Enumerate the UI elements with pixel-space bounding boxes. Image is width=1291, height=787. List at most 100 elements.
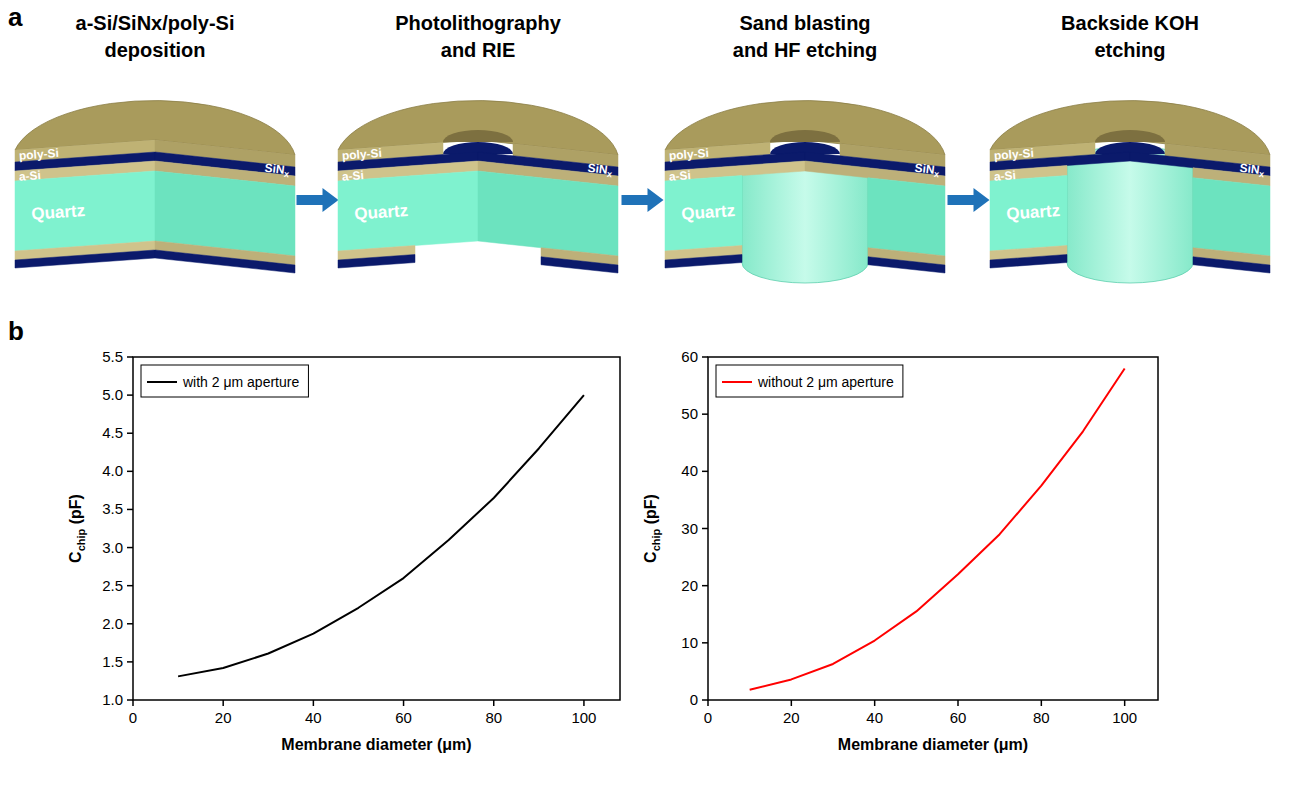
layer-label: x — [607, 169, 613, 179]
step-title: a-Si/SiNx/poly-Si — [76, 12, 235, 34]
y-tick — [127, 585, 133, 587]
y-axis-title: C — [642, 551, 659, 563]
process-step: Backside KOHetchingpoly-Sia-SiQuartzSiNx — [990, 12, 1270, 283]
y-tick — [702, 642, 708, 644]
layer-label: poly-Si — [341, 146, 382, 163]
layer-label: SiNx — [587, 161, 614, 180]
x-tick — [707, 700, 709, 706]
step-title: and RIE — [441, 39, 515, 61]
x-axis-title: Membrane diameter (μm) — [838, 736, 1028, 753]
layer-face — [665, 255, 742, 269]
y-tick-label: 50 — [681, 405, 698, 422]
x-tick-label: 40 — [866, 709, 883, 726]
layer-face — [15, 250, 155, 268]
y-tick — [127, 623, 133, 625]
chart: 0204060801001.01.52.02.53.03.54.04.55.05… — [67, 348, 620, 753]
x-tick-label: 60 — [950, 709, 967, 726]
layer-face — [338, 255, 415, 269]
x-tick-label: 20 — [783, 709, 800, 726]
legend-box — [141, 365, 308, 397]
x-tick-label: 80 — [1033, 709, 1050, 726]
legend-label: without 2 μm aperture — [757, 374, 894, 390]
y-axis-title: chip — [75, 528, 87, 551]
layer-label: poly-Si — [668, 146, 709, 163]
layer-face — [155, 250, 295, 273]
layer-label: x — [934, 169, 940, 179]
hole-wall — [770, 130, 840, 142]
x-tick — [132, 700, 134, 706]
figure: a b a-Si/SiNx/poly-Si deposition poly-Si a-Si… — [0, 0, 1291, 787]
y-tick — [127, 471, 133, 473]
x-tick — [403, 700, 405, 706]
plot-frame — [708, 357, 1158, 700]
etched-cavity — [1067, 146, 1193, 283]
layer-face — [1193, 257, 1270, 273]
y-tick — [127, 661, 133, 663]
layer-label: poly-Si — [18, 146, 59, 163]
x-tick — [222, 700, 224, 706]
x-tick — [874, 700, 876, 706]
layer-face — [338, 171, 478, 251]
layer-label: Quartz — [31, 201, 86, 224]
y-tick — [127, 432, 133, 434]
panel-letter: a — [8, 2, 23, 32]
layer-label: SiN — [914, 161, 935, 177]
legend-box — [716, 365, 903, 397]
layer-label: x — [1259, 169, 1265, 179]
layer-label: SiNx — [264, 161, 291, 180]
process-step: a-Si/SiNx/poly-Sidepositionpoly-Sia-SiQu… — [15, 12, 295, 273]
y-tick — [127, 394, 133, 396]
layer-label: SiNx — [914, 161, 941, 180]
layer-label: a-Si — [341, 168, 364, 184]
y-tick — [702, 413, 708, 415]
y-tick — [127, 356, 133, 358]
x-tick-label: 0 — [129, 709, 137, 726]
layer-face — [990, 176, 1067, 252]
x-tick-label: 20 — [215, 709, 232, 726]
step-title: deposition — [104, 39, 205, 61]
y-tick-label: 5.5 — [102, 348, 123, 365]
y-tick-label: 0 — [690, 691, 698, 708]
step-title: Sand blasting — [739, 12, 870, 34]
y-tick — [127, 509, 133, 511]
y-tick-label: 3.5 — [102, 500, 123, 517]
y-axis-title: (pF) — [67, 494, 84, 529]
legend: without 2 μm aperture — [716, 365, 903, 397]
y-tick-label: 4.5 — [102, 424, 123, 441]
layer-label: Quartz — [681, 201, 736, 224]
layer-face — [868, 178, 945, 256]
panel-letter: b — [8, 316, 24, 346]
series-line — [750, 368, 1125, 689]
layer-label: a-Si — [668, 168, 691, 184]
process-step: Sand blasting and HF etching poly-Si a-Si Qu… — [665, 12, 945, 283]
layer-label: x — [284, 169, 290, 179]
y-tick-label: 5.0 — [102, 386, 123, 403]
step-title: Photolithography — [395, 12, 561, 34]
y-tick-label: 2.5 — [102, 577, 123, 594]
process-arrow — [297, 188, 339, 212]
hole-wall — [1095, 130, 1165, 142]
step-title: and HF etching — [733, 39, 877, 61]
step-title: Backside KOH — [1061, 12, 1199, 34]
y-axis-title: C — [67, 551, 84, 563]
plot-frame — [133, 357, 620, 700]
x-tick-label: 80 — [485, 709, 502, 726]
layer-face — [478, 171, 618, 256]
step-title: etching — [1094, 39, 1165, 61]
x-tick — [313, 700, 315, 706]
legend-swatch — [147, 381, 177, 383]
y-axis-title: Cchip (pF) — [642, 494, 662, 563]
layer-face — [990, 255, 1067, 269]
chart: 0204060801000102030405060Membrane diamet… — [642, 348, 1158, 753]
x-axis-title: Membrane diameter (μm) — [281, 736, 471, 753]
y-tick — [702, 356, 708, 358]
y-tick-label: 4.0 — [102, 462, 123, 479]
y-axis-title: chip — [650, 528, 662, 551]
process-arrow — [622, 188, 664, 212]
x-tick-label: 100 — [1112, 709, 1137, 726]
x-tick-label: 40 — [305, 709, 322, 726]
x-tick — [583, 700, 585, 706]
y-tick — [127, 547, 133, 549]
y-tick-label: 40 — [681, 462, 698, 479]
layer-label: a-Si — [993, 168, 1016, 184]
